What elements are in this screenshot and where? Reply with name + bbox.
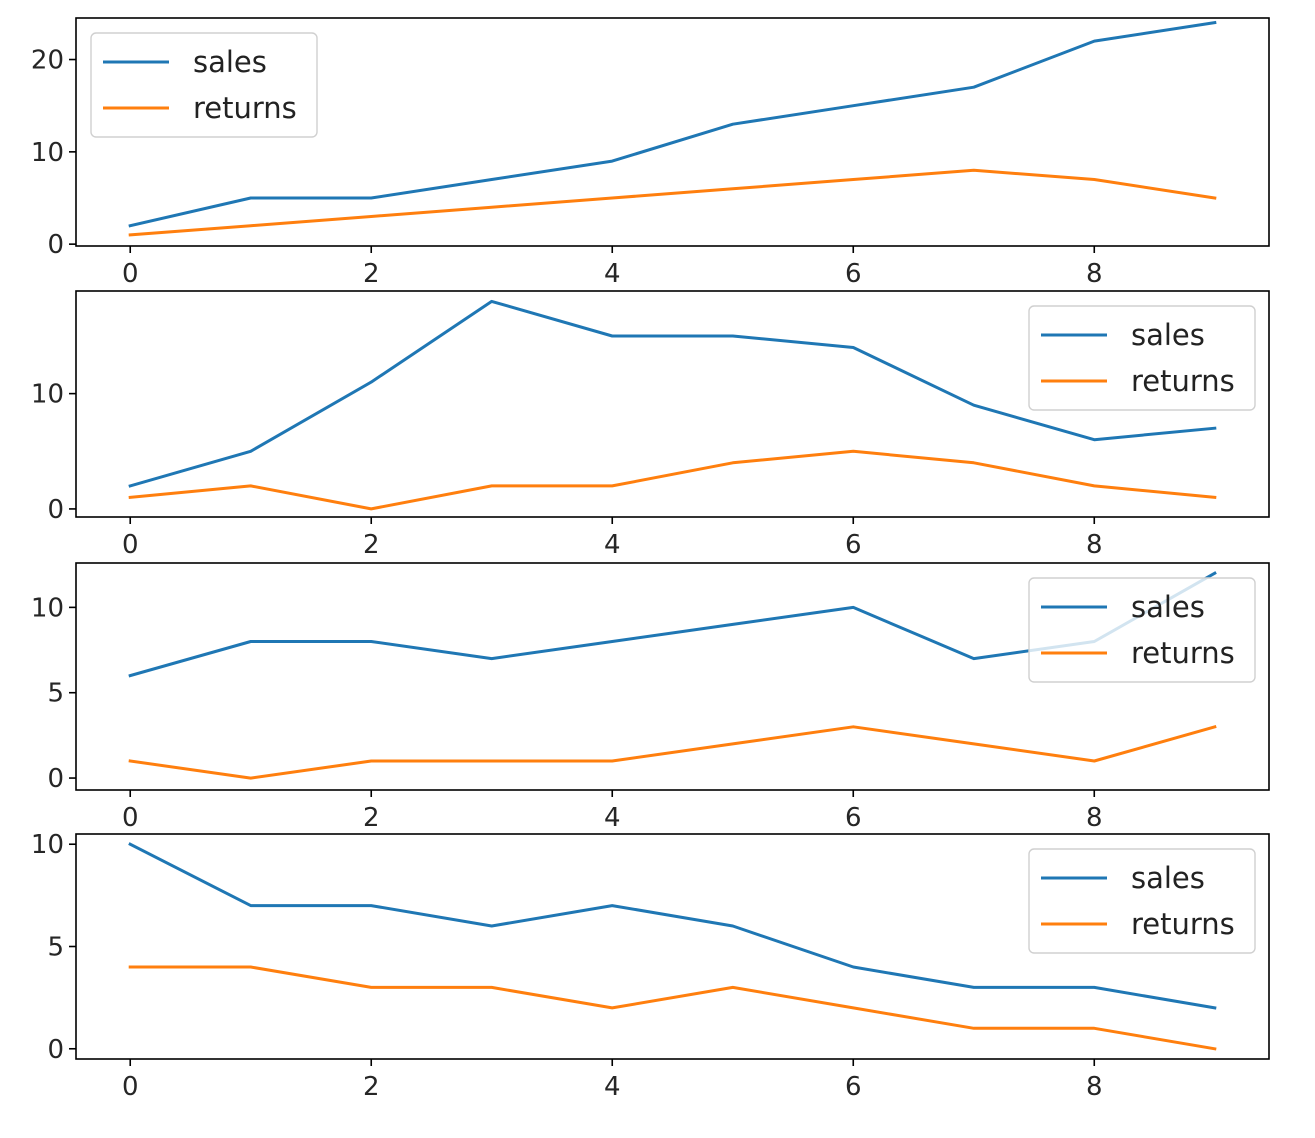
y-tick-label: 5 bbox=[47, 679, 64, 709]
legend-label-returns: returns bbox=[1131, 636, 1235, 670]
y-tick-label: 10 bbox=[31, 830, 64, 860]
legend-label-sales: sales bbox=[193, 45, 267, 79]
x-tick-label: 0 bbox=[122, 530, 139, 560]
series-line-sales bbox=[128, 842, 1217, 1010]
y-tick-label: 0 bbox=[47, 764, 64, 794]
legend-box bbox=[1028, 305, 1256, 411]
legend: sales returns bbox=[1028, 577, 1256, 683]
axes-frame bbox=[75, 17, 1270, 247]
legend: sales returns bbox=[1028, 305, 1256, 411]
legend-label-sales: sales bbox=[1131, 861, 1205, 895]
y-tick-label: 5 bbox=[47, 933, 64, 963]
legend-label-returns: returns bbox=[1131, 907, 1235, 941]
y-tick-label: 0 bbox=[47, 495, 64, 525]
legend-box bbox=[90, 32, 318, 138]
series-line-sales bbox=[128, 20, 1217, 228]
y-tick-label: 10 bbox=[31, 380, 64, 410]
x-tick-label: 4 bbox=[604, 259, 621, 289]
x-tick-label: 6 bbox=[845, 803, 862, 833]
y-tick-label: 10 bbox=[31, 593, 64, 623]
x-tick-label: 8 bbox=[1086, 259, 1103, 289]
series-line-returns bbox=[128, 724, 1217, 780]
x-tick-label: 4 bbox=[604, 803, 621, 833]
x-tick-label: 2 bbox=[363, 1072, 380, 1102]
x-tick-label: 8 bbox=[1086, 803, 1103, 833]
x-tick-label: 6 bbox=[845, 259, 862, 289]
x-tick-label: 2 bbox=[363, 530, 380, 560]
x-tick-label: 2 bbox=[363, 259, 380, 289]
x-tick-label: 8 bbox=[1086, 530, 1103, 560]
legend: sales returns bbox=[90, 32, 318, 138]
legend-box bbox=[1028, 577, 1256, 683]
x-tick-label: 2 bbox=[363, 803, 380, 833]
subplot-4: 0 2 4 6 8 0 5 10 sales returns bbox=[31, 830, 1270, 1102]
series-line-returns bbox=[128, 965, 1217, 1051]
y-tick-label: 10 bbox=[31, 138, 64, 168]
axes-frame bbox=[75, 290, 1270, 518]
legend-label-returns: returns bbox=[193, 91, 297, 125]
x-tick-label: 4 bbox=[604, 1072, 621, 1102]
series-line-returns bbox=[128, 449, 1217, 511]
subplot-3: 0 2 4 6 8 0 5 10 sales returns bbox=[31, 562, 1270, 833]
legend-box bbox=[1028, 848, 1256, 954]
series-line-returns bbox=[128, 168, 1217, 237]
x-tick-label: 0 bbox=[122, 803, 139, 833]
y-tick-label: 0 bbox=[47, 1035, 64, 1065]
x-tick-label: 4 bbox=[604, 530, 621, 560]
legend: sales returns bbox=[1028, 848, 1256, 954]
legend-label-sales: sales bbox=[1131, 318, 1205, 352]
x-tick-label: 8 bbox=[1086, 1072, 1103, 1102]
y-tick-label: 20 bbox=[31, 46, 64, 76]
series-line-sales bbox=[128, 299, 1217, 488]
x-tick-label: 0 bbox=[122, 1072, 139, 1102]
y-tick-label: 0 bbox=[47, 230, 64, 260]
x-tick-label: 0 bbox=[122, 259, 139, 289]
x-tick-label: 6 bbox=[845, 1072, 862, 1102]
x-tick-label: 6 bbox=[845, 530, 862, 560]
axes-frame bbox=[75, 562, 1270, 791]
legend-label-sales: sales bbox=[1131, 590, 1205, 624]
subplot-2: 0 2 4 6 8 0 10 sales returns bbox=[31, 290, 1270, 560]
legend-label-returns: returns bbox=[1131, 364, 1235, 398]
subplot-1: 0 2 4 6 8 0 10 20 sales returns bbox=[31, 17, 1270, 289]
